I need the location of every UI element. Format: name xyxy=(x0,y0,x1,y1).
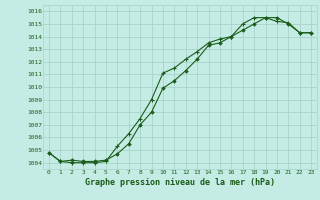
X-axis label: Graphe pression niveau de la mer (hPa): Graphe pression niveau de la mer (hPa) xyxy=(85,178,275,187)
